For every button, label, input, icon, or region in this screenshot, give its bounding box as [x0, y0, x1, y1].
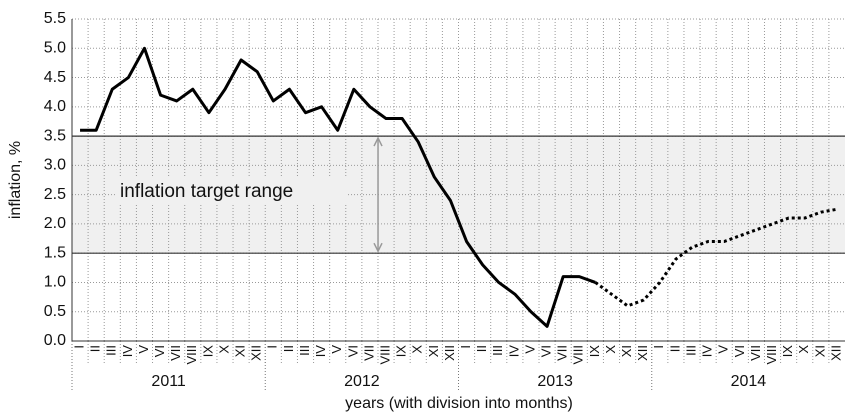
- x-tick-label: VI: [732, 345, 747, 357]
- x-tick-label: VI: [152, 345, 167, 357]
- year-label: 2014: [731, 373, 767, 390]
- x-tick-label: I: [458, 345, 473, 349]
- x-tick-label: IX: [200, 345, 215, 358]
- target-label: inflation target range: [120, 181, 293, 202]
- x-tick-label: X: [216, 345, 231, 354]
- y-tick-label: 4.0: [44, 98, 66, 115]
- x-tick-label: XII: [442, 345, 457, 361]
- x-tick-label: V: [716, 345, 731, 354]
- y-axis-label: inflation, %: [7, 141, 24, 219]
- x-tick-label: X: [410, 345, 425, 354]
- y-tick-label: 1.0: [44, 274, 66, 291]
- x-tick-label: IV: [506, 345, 521, 358]
- y-tick-label: 4.5: [44, 69, 66, 86]
- x-tick-label: V: [329, 345, 344, 354]
- y-tick-label: 5.5: [44, 10, 66, 27]
- x-tick-label: II: [88, 345, 103, 352]
- x-tick-label: I: [71, 345, 86, 349]
- x-tick-label: VII: [555, 345, 570, 361]
- x-tick-label: VI: [345, 345, 360, 357]
- x-tick-label: IX: [780, 345, 795, 358]
- x-tick-label: III: [104, 345, 119, 356]
- x-tick-label: XI: [812, 345, 827, 357]
- x-tick-label: I: [265, 345, 280, 349]
- x-tick-label: VIII: [764, 345, 779, 365]
- x-tick-label: XII: [828, 345, 843, 361]
- x-tick-label: V: [136, 345, 151, 354]
- x-tick-label: II: [667, 345, 682, 352]
- y-tick-label: 2.5: [44, 186, 66, 203]
- y-tick-label: 3.0: [44, 157, 66, 174]
- series-line: [80, 46, 596, 328]
- x-tick-label: I: [651, 345, 666, 349]
- x-tick-label: VIII: [184, 345, 199, 365]
- y-tick-label: 2.0: [44, 215, 66, 232]
- x-tick-label: VII: [361, 345, 376, 361]
- x-tick-label: IX: [394, 345, 409, 358]
- x-tick-label: IV: [700, 345, 715, 358]
- x-tick-label: IV: [120, 345, 135, 358]
- y-tick-label: 0.0: [44, 332, 66, 349]
- x-tick-label: VII: [168, 345, 183, 361]
- x-tick-label: IX: [587, 345, 602, 358]
- y-tick-label: 3.5: [44, 127, 66, 144]
- y-tick-label: 5.0: [44, 39, 66, 56]
- x-tick-label: III: [297, 345, 312, 356]
- x-tick-label: III: [683, 345, 698, 356]
- year-label: 2011: [151, 373, 186, 390]
- year-label: 2012: [344, 373, 380, 390]
- y-tick-label: 0.5: [44, 303, 66, 320]
- arrow-head: [373, 136, 383, 147]
- x-tick-label: II: [281, 345, 296, 352]
- label-bg: [116, 178, 348, 204]
- x-tick-label: XI: [619, 345, 634, 357]
- x-tick-label: III: [490, 345, 505, 356]
- x-tick-label: V: [522, 345, 537, 354]
- x-tick-label: IV: [313, 345, 328, 358]
- year-label: 2013: [537, 373, 573, 390]
- arrow-head: [373, 242, 383, 253]
- x-tick-label: VII: [748, 345, 763, 361]
- x-tick-label: XII: [249, 345, 264, 361]
- x-tick-label: VIII: [571, 345, 586, 365]
- series-line: [594, 207, 838, 308]
- x-tick-label: X: [796, 345, 811, 354]
- x-tick-label: XI: [426, 345, 441, 357]
- x-tick-label: XII: [635, 345, 650, 361]
- y-tick-label: 1.5: [44, 244, 66, 261]
- x-tick-label: VI: [539, 345, 554, 357]
- x-tick-label: XI: [233, 345, 248, 357]
- x-tick-label: II: [474, 345, 489, 352]
- x-axis-label: years (with division into months): [345, 395, 573, 412]
- x-tick-label: X: [603, 345, 618, 354]
- x-tick-label: VIII: [377, 345, 392, 365]
